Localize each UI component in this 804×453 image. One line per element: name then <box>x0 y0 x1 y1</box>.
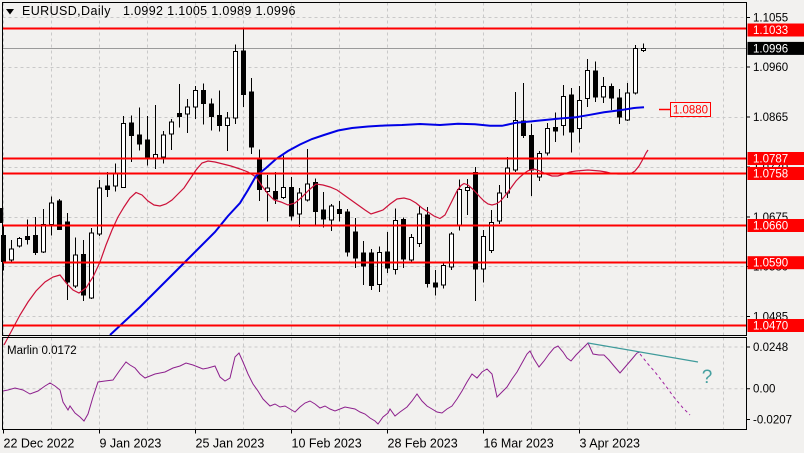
svg-text:1.0960: 1.0960 <box>753 62 788 74</box>
svg-text:-0.0207: -0.0207 <box>753 415 792 427</box>
svg-text:1.0660: 1.0660 <box>753 221 788 233</box>
svg-text:25 Jan 2023: 25 Jan 2023 <box>196 437 265 451</box>
svg-text:0.00: 0.00 <box>753 384 775 396</box>
svg-text:1.0758: 1.0758 <box>753 169 788 181</box>
svg-text:16 Mar 2023: 16 Mar 2023 <box>484 437 554 451</box>
svg-text:1.0996: 1.0996 <box>753 43 788 55</box>
svg-text:22 Dec 2022: 22 Dec 2022 <box>4 437 75 451</box>
svg-text:1.0865: 1.0865 <box>753 112 788 124</box>
svg-text:1.0470: 1.0470 <box>753 321 788 333</box>
svg-text:10 Feb 2023: 10 Feb 2023 <box>292 437 362 451</box>
svg-text:9 Jan 2023: 9 Jan 2023 <box>100 437 162 451</box>
svg-text:1.0590: 1.0590 <box>753 258 788 270</box>
svg-text:0.0248: 0.0248 <box>753 342 788 354</box>
svg-text:28 Feb 2023: 28 Feb 2023 <box>388 437 458 451</box>
svg-text:1.0992 1.1005 1.0989 1.0996: 1.0992 1.1005 1.0989 1.0996 <box>123 4 296 18</box>
svg-text:EURUSD,Daily: EURUSD,Daily <box>22 4 111 18</box>
svg-text:?: ? <box>702 367 713 388</box>
svg-text:1.1033: 1.1033 <box>753 25 788 37</box>
svg-text:1.0787: 1.0787 <box>753 154 788 166</box>
svg-text:3 Apr 2023: 3 Apr 2023 <box>580 437 641 451</box>
svg-text:1.0880: 1.0880 <box>673 105 708 117</box>
svg-text:1.1055: 1.1055 <box>753 13 788 25</box>
svg-text:Marlin 0.0172: Marlin 0.0172 <box>7 345 77 357</box>
